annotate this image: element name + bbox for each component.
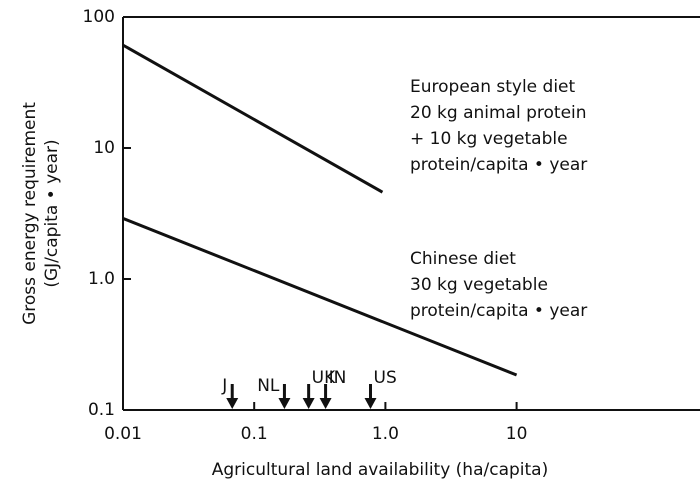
- series-annotation: 30 kg vegetable: [410, 275, 548, 295]
- x-tick-label: 1.0: [372, 424, 399, 444]
- marker-label: IN: [329, 368, 347, 388]
- marker-arrowhead: [364, 398, 377, 409]
- marker-arrowhead: [319, 398, 332, 409]
- series-annotation: + 10 kg vegetable: [410, 129, 568, 149]
- series-annotation: 20 kg animal protein: [410, 103, 587, 123]
- y-axis-label-line: (GJ/capita • year): [42, 139, 62, 287]
- line: [122, 43, 384, 194]
- marker-label: UK: [312, 368, 336, 388]
- series-annotation: protein/capita • year: [410, 301, 587, 321]
- y-tick-label: 100: [83, 7, 115, 27]
- x-tick-label: 10: [506, 424, 528, 444]
- x-tick-label: 0.1: [241, 424, 268, 444]
- marker-label: NL: [257, 376, 280, 396]
- series-annotation: European style diet: [410, 77, 576, 97]
- x-axis-label: Agricultural land availability (ha/capit…: [212, 460, 548, 480]
- marker-arrowhead: [226, 398, 239, 409]
- y-axis-label-line: Gross energy requirement: [20, 102, 40, 325]
- line: [122, 217, 518, 377]
- marker-label: J: [221, 376, 227, 396]
- series-annotation: Chinese diet: [410, 249, 516, 269]
- marker-label: US: [374, 368, 397, 388]
- marker-arrowhead: [278, 398, 291, 409]
- x-tick-label: 0.01: [104, 424, 142, 444]
- y-tick-label: 1.0: [88, 269, 115, 289]
- y-tick-label: 10: [93, 138, 115, 158]
- marker-arrowhead: [302, 398, 315, 409]
- series-annotation: protein/capita • year: [410, 155, 587, 175]
- y-axis-label: Gross energy requirement (GJ/capita • yea…: [20, 102, 62, 325]
- y-tick-label: 0.1: [88, 400, 115, 420]
